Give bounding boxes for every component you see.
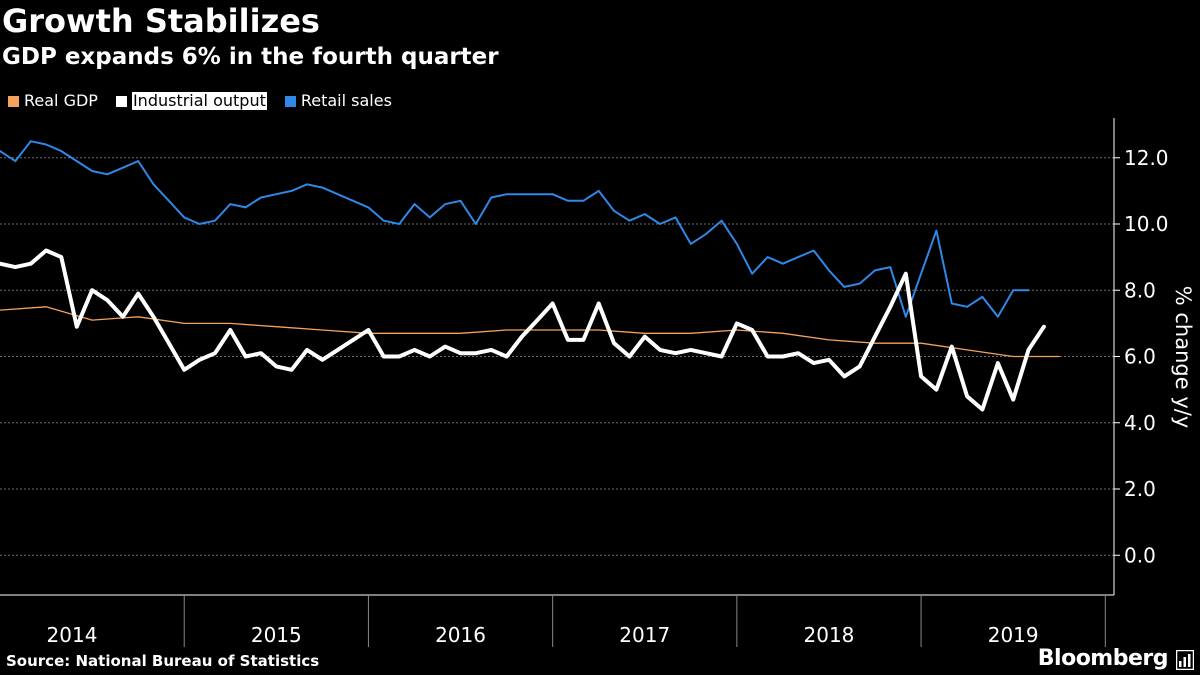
legend-item-retail-sales[interactable]: Retail sales: [284, 91, 392, 110]
series-lines: [0, 140, 1060, 412]
x-tick-label: 2019: [988, 623, 1039, 647]
y-tick-label: 2.0: [1124, 477, 1156, 501]
series-line-industrial-output: [0, 248, 1046, 412]
legend-swatch-industrial-output: [115, 95, 127, 107]
legend-label-industrial-output: Industrial output: [131, 91, 267, 110]
x-tick-label: 2017: [619, 623, 670, 647]
legend-swatch-retail-sales: [284, 95, 296, 107]
axes: 0.0 2.0 4.0 6.0 8.0 10.0 12.0 2014 2015 2016 2017 2…: [0, 118, 1169, 647]
y-tick-label: 4.0: [1124, 411, 1156, 435]
x-tick-label: 2016: [435, 623, 486, 647]
source-note: Source: National Bureau of Statistics: [6, 652, 320, 670]
y-tick-label: 0.0: [1124, 543, 1156, 567]
legend-item-real-gdp[interactable]: Real GDP: [8, 92, 98, 110]
x-tick-label: 2015: [251, 623, 302, 647]
chart-title: Growth Stabilizes: [2, 2, 320, 40]
y-tick-label: 10.0: [1124, 212, 1169, 236]
y-tick-label: 8.0: [1124, 278, 1156, 302]
chart-subtitle: GDP expands 6% in the fourth quarter: [2, 44, 499, 70]
y-axis-label: % change y/y: [1171, 286, 1195, 429]
legend-item-industrial-output[interactable]: Industrial output: [115, 91, 267, 110]
y-tick-label: 12.0: [1124, 146, 1169, 170]
series-line-real-gdp: [0, 306, 1060, 358]
x-tick-label: 2018: [804, 623, 855, 647]
legend-label-real-gdp: Real GDP: [24, 91, 98, 110]
x-tick-label: 2014: [47, 623, 98, 647]
y-tick-label: 6.0: [1124, 345, 1156, 369]
legend-swatch-real-gdp: [8, 95, 19, 107]
gridlines: [0, 157, 1114, 556]
brand-logo: Bloomberg: [1037, 646, 1169, 671]
series-line-retail-sales: [0, 140, 1030, 318]
legend-label-retail-sales: Retail sales: [300, 91, 392, 110]
bloomberg-terminal-icon: [1176, 650, 1194, 670]
legend: Real GDP Industrial output Retail sales: [8, 91, 410, 111]
